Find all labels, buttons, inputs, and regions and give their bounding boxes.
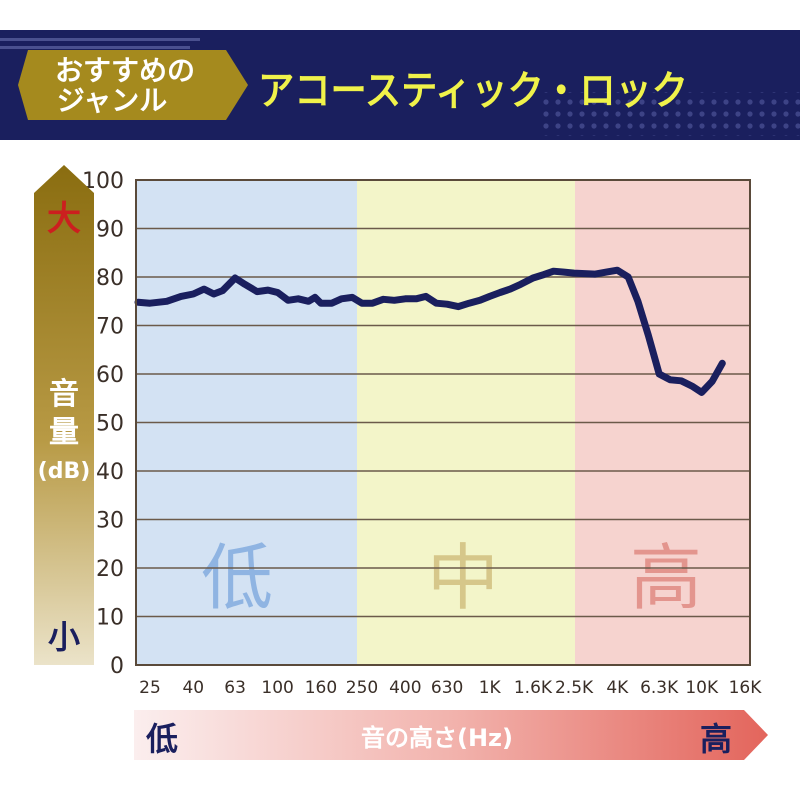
header: おすすめの ジャンル アコースティック・ロック bbox=[0, 30, 800, 140]
x-tick-label: 25 bbox=[139, 678, 161, 698]
band-low-label: 低 bbox=[201, 536, 273, 620]
x-tick-label: 1K bbox=[479, 678, 502, 698]
header-stripe bbox=[0, 46, 190, 49]
y-tick-label: 80 bbox=[96, 266, 124, 291]
y-tick-label: 60 bbox=[96, 363, 124, 388]
y-bottom-label: 小 bbox=[48, 618, 80, 656]
y-label-line2: 量 bbox=[49, 415, 79, 450]
band-mid-label: 中 bbox=[427, 536, 499, 620]
x-tick-label: 400 bbox=[389, 678, 421, 698]
response-line bbox=[134, 266, 726, 396]
x-tick-labels: 25 40 63 100 160 250 400 630 1K 1.6K 2.5K 4K 6.3K 10K… bbox=[139, 678, 762, 698]
x-high-label: 高 bbox=[700, 720, 732, 758]
plot-frame bbox=[135, 179, 751, 666]
x-arrow-shape bbox=[134, 710, 768, 760]
y-arrow-shape bbox=[34, 165, 94, 665]
chart: 低 中 高 0 10 20 30 40 50 60 70 80 90 100 25 40 63 100 16… bbox=[82, 169, 762, 698]
y-top-label: 大 bbox=[47, 199, 81, 239]
band-high-label: 高 bbox=[630, 536, 702, 620]
x-tick-label: 160 bbox=[305, 678, 337, 698]
y-tick-label: 40 bbox=[96, 460, 124, 485]
x-tick-label: 630 bbox=[431, 678, 463, 698]
badge-line2: ジャンル bbox=[57, 84, 168, 117]
x-axis-title: 音の高さ(Hz) bbox=[361, 724, 513, 752]
genre-badge bbox=[18, 50, 248, 120]
y-label-line1: 音 bbox=[49, 377, 79, 412]
y-tick-label: 90 bbox=[96, 218, 124, 243]
y-tick-label: 50 bbox=[96, 412, 124, 437]
x-tick-label: 63 bbox=[224, 678, 246, 698]
x-low-label: 低 bbox=[146, 720, 178, 758]
y-tick-label: 10 bbox=[96, 606, 124, 631]
badge-line1: おすすめの bbox=[55, 54, 195, 87]
y-tick-label: 70 bbox=[96, 315, 124, 340]
header-stripe bbox=[0, 38, 200, 41]
y-tick-label: 20 bbox=[96, 557, 124, 582]
x-axis-arrow: 低 音の高さ(Hz) 高 bbox=[134, 710, 768, 760]
x-tick-label: 1.6K bbox=[514, 678, 553, 698]
header-dots bbox=[540, 92, 800, 136]
y-tick-label: 30 bbox=[96, 509, 124, 534]
x-tick-label: 10K bbox=[685, 678, 719, 698]
x-tick-label: 2.5K bbox=[555, 678, 594, 698]
x-tick-label: 6.3K bbox=[640, 678, 679, 698]
x-tick-label: 16K bbox=[729, 678, 763, 698]
y-tick-label: 0 bbox=[110, 654, 124, 679]
x-tick-label: 4K bbox=[606, 678, 629, 698]
y-axis-arrow: 大 音 量 (dB) 小 bbox=[34, 165, 94, 665]
genre-title: アコースティック・ロック bbox=[258, 68, 688, 114]
x-tick-label: 250 bbox=[346, 678, 378, 698]
x-tick-label: 40 bbox=[182, 678, 204, 698]
y-label-unit: (dB) bbox=[38, 459, 91, 484]
x-tick-label: 100 bbox=[261, 678, 293, 698]
gridlines bbox=[136, 227, 750, 618]
